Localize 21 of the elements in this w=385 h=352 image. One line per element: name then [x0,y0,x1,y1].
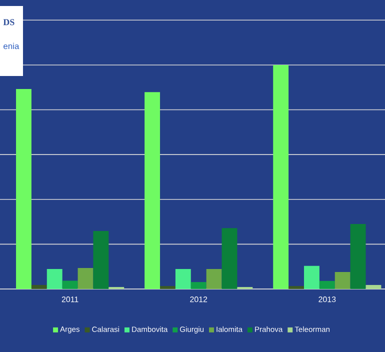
bar [350,224,366,289]
bar [62,280,78,289]
bar [288,286,304,289]
bar [304,266,320,289]
bar [222,228,238,289]
bar [46,269,62,289]
bar [16,88,32,289]
bar [273,64,289,289]
bar [206,269,222,289]
chart-title: DS [3,19,14,26]
bar [334,272,350,289]
bar [175,269,191,289]
bar [144,92,160,289]
bar [190,282,206,289]
bar [366,284,382,289]
bar [319,280,335,289]
bar [78,268,94,289]
chart-subtitle: enia [4,42,20,50]
bar [31,284,47,289]
bar [93,230,109,289]
bar [160,286,176,289]
